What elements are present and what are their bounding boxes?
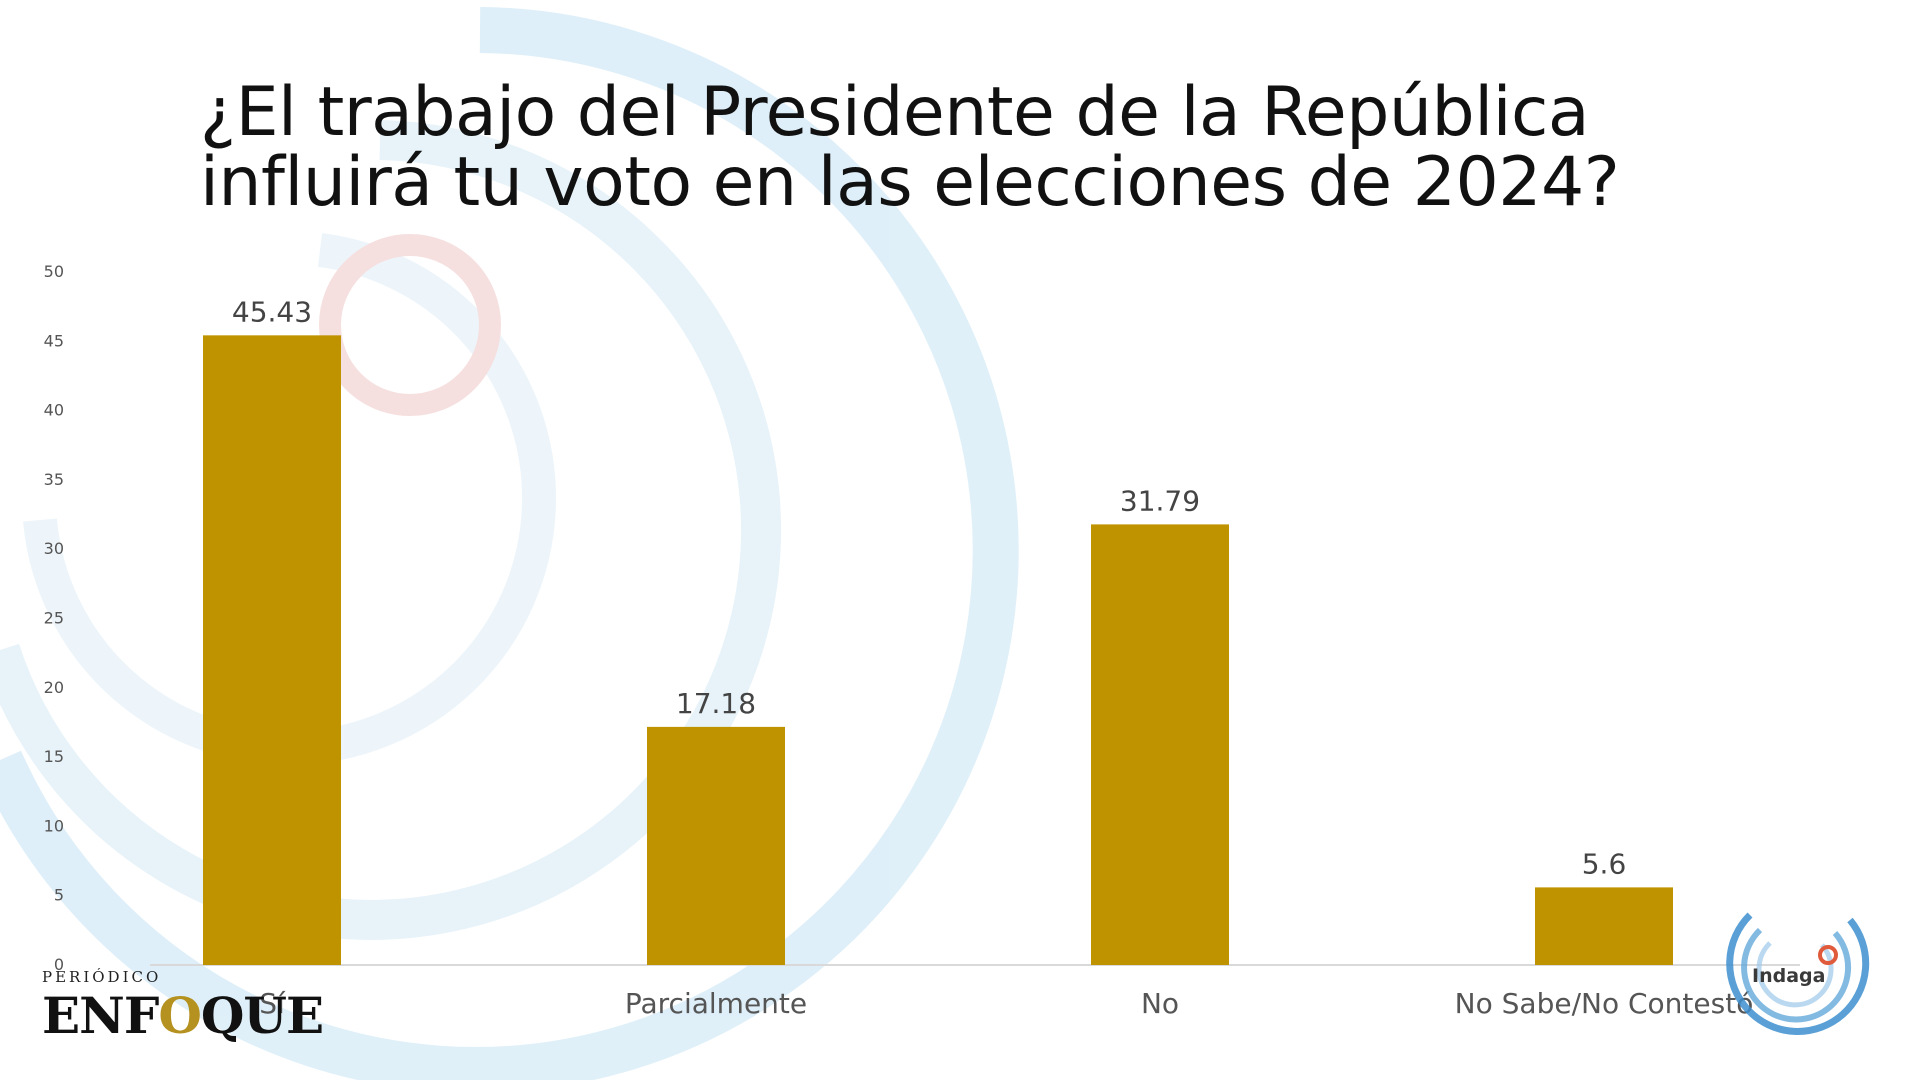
logo-main-post: QUE (200, 986, 324, 1045)
chart-title: ¿El trabajo del Presidente de la Repúbli… (200, 73, 1620, 222)
data-label-1: 17.18 (676, 687, 756, 720)
background-arc-inner (23, 233, 556, 766)
category-labels: Sí Parcialmente No No Sabe/No Contestó (259, 987, 1753, 1020)
indaga-text: Indaga (1752, 965, 1826, 987)
data-label-3: 5.6 (1582, 847, 1627, 880)
bar-2 (1091, 524, 1229, 965)
category-label-3: No Sabe/No Contestó (1455, 987, 1754, 1020)
y-tick-label: 30 (44, 539, 64, 558)
logo-small-text: PERIÓDICO (42, 968, 162, 986)
data-label-2: 31.79 (1120, 484, 1200, 517)
indaga-logo: Indaga (1710, 885, 1880, 1055)
y-tick-label: 0 (54, 955, 64, 974)
y-tick-label: 50 (44, 262, 64, 281)
y-tick-label: 45 (44, 331, 64, 350)
background-ring-red (319, 234, 501, 416)
bars (203, 335, 1673, 965)
y-tick-label: 35 (44, 470, 64, 489)
category-label-2: No (1141, 987, 1179, 1020)
category-label-1: Parcialmente (625, 987, 807, 1020)
bar-3 (1535, 887, 1673, 965)
logo-main-pre: ENF (42, 986, 159, 1045)
background-arc-outer (0, 7, 1019, 1080)
y-tick-label: 5 (54, 886, 64, 905)
y-tick-label: 10 (44, 816, 64, 835)
logo-main-text: ENFOQUE (42, 986, 324, 1045)
data-labels: 45.43 17.18 31.79 5.6 (232, 295, 1626, 880)
y-tick-label: 25 (44, 609, 64, 628)
y-tick-label: 40 (44, 401, 64, 420)
bar-1 (647, 726, 785, 965)
logo-main-o: O (158, 986, 202, 1045)
bar-0 (203, 335, 341, 965)
category-label-0: Sí (259, 987, 286, 1020)
periodico-enfoque-logo: PERIÓDICO ENFOQUE (42, 968, 362, 1068)
y-axis-ticks: 0 5 10 15 20 25 30 35 40 45 50 (44, 262, 64, 974)
y-tick-label: 15 (44, 747, 64, 766)
indaga-logo-rings (1726, 912, 1870, 1035)
data-label-0: 45.43 (232, 295, 312, 328)
y-tick-label: 20 (44, 678, 64, 697)
